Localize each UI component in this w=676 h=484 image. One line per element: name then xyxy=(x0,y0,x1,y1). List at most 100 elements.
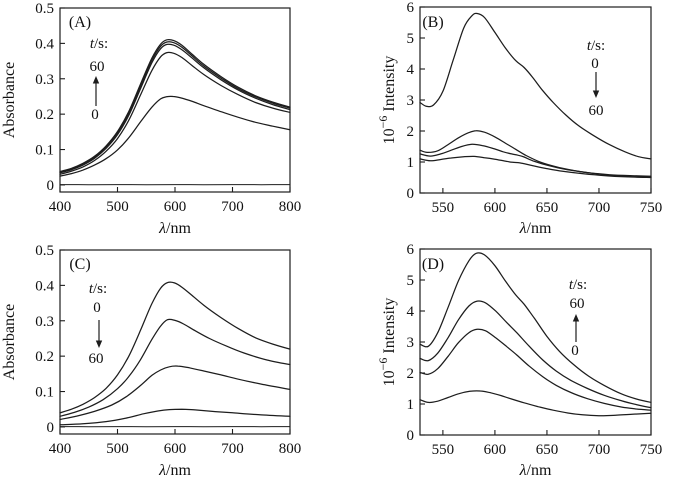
x-tick-label: 400 xyxy=(49,199,72,215)
time-arrow-head xyxy=(92,76,100,84)
time-annotation-top-value: 60 xyxy=(90,59,105,75)
x-axis-label: λ/nm xyxy=(158,220,191,237)
y-tick-label: 1 xyxy=(407,397,415,413)
x-tick-label: 700 xyxy=(588,442,611,458)
x-axis-label: λ/nm xyxy=(519,462,552,479)
panel-letter: (C) xyxy=(69,256,90,273)
y-axis-label: Absorbance xyxy=(1,62,18,138)
y-tick-label: 4 xyxy=(407,62,415,78)
x-tick-label: 800 xyxy=(279,441,302,457)
time-annotation-bottom-value: 0 xyxy=(91,107,99,123)
time-annotation-bottom-value: 0 xyxy=(571,343,579,359)
y-tick-label: 3 xyxy=(407,93,415,109)
y-tick-label: 1 xyxy=(407,155,415,171)
y-axis-label: 10−6 Intensity xyxy=(376,298,398,387)
time-arrow-head xyxy=(95,340,103,348)
spectrum-curve-D-curve-3 xyxy=(419,300,652,409)
plot-frame xyxy=(419,248,652,436)
time-annotation-top-value: 60 xyxy=(570,296,585,312)
time-annotation-top-value: 0 xyxy=(93,300,101,316)
x-tick-label: 700 xyxy=(221,441,244,457)
y-tick-label: 0 xyxy=(407,428,415,444)
spectrum-curve-B-curve-3 xyxy=(419,143,652,178)
y-tick-label: 0.1 xyxy=(35,385,54,401)
spectrum-curve-A-curve-1 xyxy=(59,95,291,177)
y-tick-label: 4 xyxy=(407,304,415,320)
x-tick-label: 550 xyxy=(432,200,455,216)
panel-B: 550 600 650 700 750 0 1 2 3 4 5 6 λ/nm 10−6 Intensity… xyxy=(338,0,676,242)
panel-letter: (B) xyxy=(422,14,443,31)
x-tick-label: 800 xyxy=(279,199,302,215)
spectrum-curve-B-curve-4 xyxy=(419,155,652,179)
x-tick-label: 600 xyxy=(164,441,187,457)
time-annotation-label: t/s: xyxy=(569,277,587,293)
panel-A: 400 500 600 700 800 0 0.1 0.2 0.3 0.4 0.5 λ/nm Absor… xyxy=(0,0,338,242)
spectrum-curve-D-curve-1 xyxy=(419,390,652,417)
x-tick-label: 750 xyxy=(640,442,663,458)
y-tick-label: 5 xyxy=(407,273,415,289)
time-arrow-head xyxy=(592,90,600,98)
x-tick-label: 600 xyxy=(484,200,507,216)
x-axis-label: λ/nm xyxy=(519,220,552,237)
x-axis-label: λ/nm xyxy=(158,462,191,479)
x-tick-label: 600 xyxy=(164,199,187,215)
spectrum-curve-D-curve-4 xyxy=(419,252,652,404)
y-tick-label: 3 xyxy=(407,335,415,351)
y-tick-label: 0.3 xyxy=(35,72,54,88)
x-tick-label: 600 xyxy=(484,442,507,458)
chart-A-absorbance: 400 500 600 700 80000.10.20.30.40.5λ/nmAbsor… xyxy=(1,1,302,237)
y-tick-label: 5 xyxy=(407,31,415,47)
y-tick-label: 0.3 xyxy=(35,314,54,330)
x-tick-label: 750 xyxy=(640,200,663,216)
spectrum-curve-C-curve-4 xyxy=(59,408,291,426)
time-annotation-label: t/s: xyxy=(587,38,605,54)
x-tick-label: 500 xyxy=(106,199,129,215)
y-tick-label: 0.4 xyxy=(35,278,54,294)
plot-frame xyxy=(59,249,291,435)
spectrum-curve-C-curve-2 xyxy=(59,318,291,417)
panel-letter: (A) xyxy=(69,14,91,31)
spectrum-curve-C-curve-1 xyxy=(59,281,291,414)
y-tick-label: 0.5 xyxy=(35,1,54,17)
y-tick-label: 6 xyxy=(407,0,415,16)
time-annotation-bottom-value: 60 xyxy=(589,103,604,119)
y-tick-label: 2 xyxy=(407,366,415,382)
x-tick-label: 400 xyxy=(49,441,72,457)
panel-letter: (D) xyxy=(422,256,444,273)
x-tick-label: 550 xyxy=(432,442,455,458)
time-annotation-label: t/s: xyxy=(89,281,107,297)
x-tick-label: 700 xyxy=(588,200,611,216)
y-tick-label: 0.1 xyxy=(35,143,54,159)
chart-B-intensity: 550 600 650 700 750 0 1 2 3 4 5 6 λ/nm 10−6 Intensity… xyxy=(376,0,663,237)
spectrum-curve-C-curve-3 xyxy=(59,365,291,421)
y-tick-label: 0.4 xyxy=(35,36,54,52)
x-tick-label: 700 xyxy=(221,199,244,215)
spectrum-curve-A-curve-4 xyxy=(59,41,291,173)
y-axis-label: 10−6 Intensity xyxy=(376,56,398,145)
x-tick-label: 650 xyxy=(536,200,559,216)
y-axis-label: Absorbance xyxy=(1,304,18,380)
chart-C-absorbance: 400 500 600 700 80000.10.20.30.40.5λ/nmAbsor… xyxy=(1,243,302,479)
y-tick-label: 0.2 xyxy=(35,349,54,365)
y-tick-label: 0.5 xyxy=(35,243,54,259)
plot-frame xyxy=(419,6,652,194)
y-tick-label: 2 xyxy=(407,124,415,140)
panel-C: 400 500 600 700 800 0 0.1 0.2 0.3 0.4 0.5 λ/nm Absor… xyxy=(0,242,338,484)
y-tick-label: 0.2 xyxy=(35,107,54,123)
time-annotation-bottom-value: 60 xyxy=(89,351,104,367)
time-arrow-head xyxy=(572,314,580,322)
y-tick-label: 0 xyxy=(47,178,55,194)
spectrum-curve-B-curve-1 xyxy=(419,12,652,160)
y-tick-label: 0 xyxy=(47,420,55,436)
time-annotation-label: t/s: xyxy=(90,36,108,52)
spectrum-curve-A-curve-5 xyxy=(59,38,291,173)
spectrum-curve-A-curve-3 xyxy=(59,43,291,174)
spectrum-curve-A-curve-2 xyxy=(59,51,291,175)
y-tick-label: 0 xyxy=(407,186,415,202)
x-tick-label: 650 xyxy=(536,442,559,458)
spectrum-curve-B-curve-2 xyxy=(419,130,652,177)
x-tick-label: 500 xyxy=(106,441,129,457)
y-tick-label: 6 xyxy=(407,242,415,258)
